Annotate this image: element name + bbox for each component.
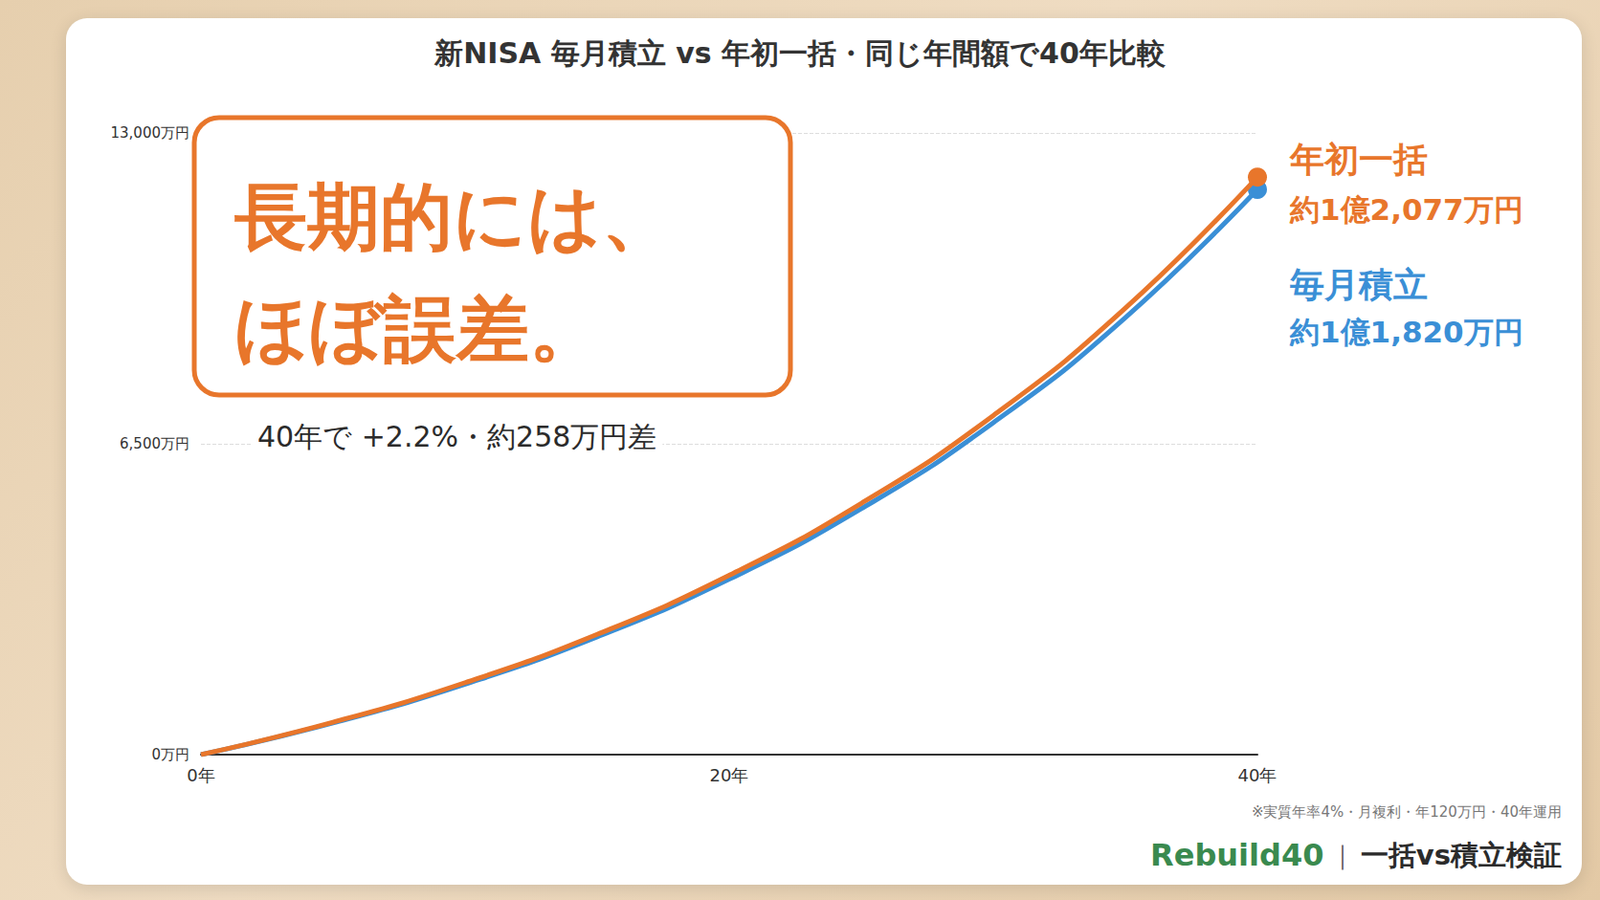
svg-text:ほぼ誤差。: ほぼ誤差。 xyxy=(234,286,602,372)
svg-text:0万円: 0万円 xyxy=(151,746,190,764)
svg-text:40年: 40年 xyxy=(1238,765,1278,786)
svg-text:6,500万円: 6,500万円 xyxy=(119,435,190,453)
svg-text:20年: 20年 xyxy=(710,765,750,786)
svg-text:｜: ｜ xyxy=(1330,841,1355,871)
svg-text:※実質年率4%・月複利・年120万円・40年運用: ※実質年率4%・月複利・年120万円・40年運用 xyxy=(1251,803,1562,822)
svg-text:毎月積立: 毎月積立 xyxy=(1288,265,1428,305)
svg-text:0年: 0年 xyxy=(186,765,215,786)
svg-text:約1億1,820万円: 約1億1,820万円 xyxy=(1288,314,1524,350)
svg-text:Rebuild40: Rebuild40 xyxy=(1150,837,1324,874)
svg-text:13,000万円: 13,000万円 xyxy=(111,124,191,142)
svg-text:約1億2,077万円: 約1億2,077万円 xyxy=(1288,192,1524,227)
svg-text:年初一括: 年初一括 xyxy=(1288,139,1428,179)
svg-text:一括vs積立検証: 一括vs積立検証 xyxy=(1360,839,1562,872)
svg-text:長期的には、: 長期的には、 xyxy=(233,174,675,260)
svg-text:40年で +2.2%・約258万円差: 40年で +2.2%・約258万円差 xyxy=(257,420,657,454)
svg-text:新NISA 毎月積立 vs 年初一括・同じ年間額で40年比較: 新NISA 毎月積立 vs 年初一括・同じ年間額で40年比較 xyxy=(433,36,1166,70)
